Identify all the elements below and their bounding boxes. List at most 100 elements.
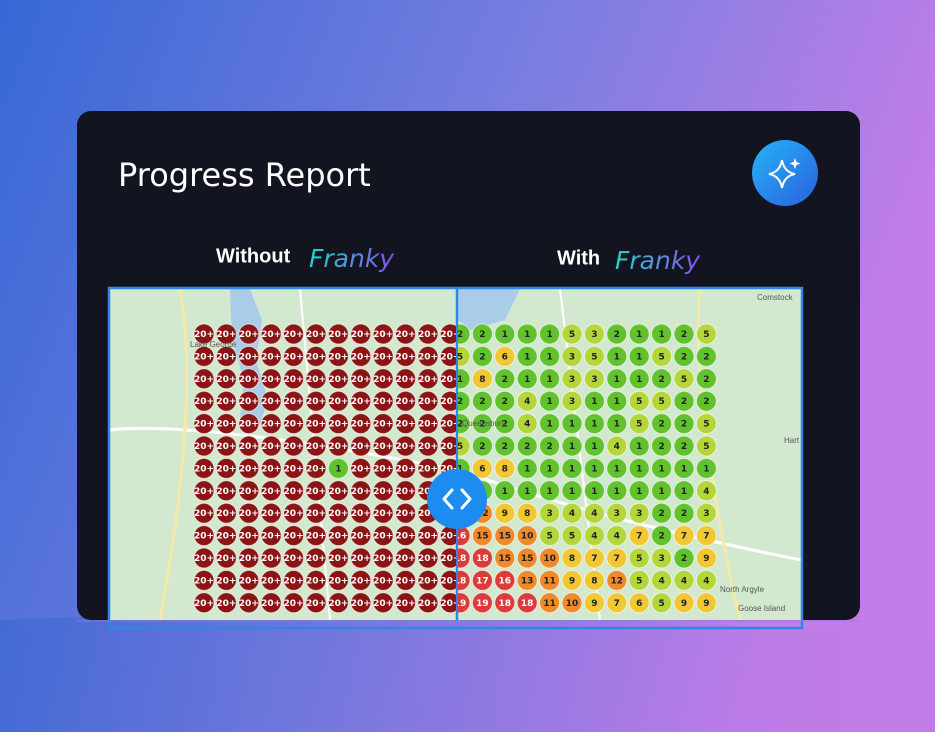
rank-pin — [561, 413, 583, 435]
rank-pin — [350, 368, 372, 390]
rank-pin-value: 20+ — [194, 599, 214, 609]
rank-pin-value: 2 — [658, 375, 664, 385]
rank-pin — [471, 457, 493, 479]
rank-pin-value: 1 — [569, 464, 575, 474]
rank-pin — [651, 547, 673, 569]
rank-pin-value: 20+ — [328, 352, 348, 362]
rank-pin — [305, 592, 327, 614]
rank-pin-value: 20+ — [440, 352, 460, 362]
rank-pin-value: 20+ — [306, 442, 326, 452]
rank-pin-value: 8 — [502, 464, 508, 474]
rank-pin-value: 1 — [524, 375, 530, 385]
rank-pin-value: 20+ — [351, 576, 371, 586]
rank-pin-value: 2 — [681, 554, 687, 564]
rank-pin-value: 3 — [636, 509, 642, 519]
rank-pin — [305, 413, 327, 435]
rank-pin-value: 20+ — [194, 397, 214, 407]
rank-pin — [471, 390, 493, 412]
rank-pin-value: 1 — [636, 352, 642, 362]
rank-pin — [695, 569, 717, 591]
rank-pin-value: 20+ — [440, 464, 460, 474]
rank-pin-value: 20+ — [306, 464, 326, 474]
rank-pin — [606, 525, 628, 547]
rank-pin — [651, 435, 673, 457]
rank-pin — [395, 480, 417, 502]
rank-pin — [283, 525, 305, 547]
rank-pin — [471, 547, 493, 569]
rank-pin-value: 20+ — [328, 576, 348, 586]
rank-pin-value: 1 — [614, 420, 620, 430]
ai-button[interactable] — [752, 140, 818, 206]
rank-pin-value: 20+ — [418, 442, 438, 452]
rank-pin-value: 20+ — [306, 509, 326, 519]
rank-pin-value: 1 — [681, 487, 687, 497]
rank-pin-value: 20+ — [306, 554, 326, 564]
rank-pin-value: 1 — [591, 487, 597, 497]
rank-pin — [561, 457, 583, 479]
rank-pin-value: 20+ — [440, 330, 460, 340]
rank-pin — [651, 323, 673, 345]
rank-pin — [417, 435, 439, 457]
rank-pin — [651, 390, 673, 412]
rank-pin-value: 5 — [457, 442, 463, 452]
rank-pin — [283, 323, 305, 345]
rank-pin-value: 20+ — [351, 330, 371, 340]
rank-pin — [305, 480, 327, 502]
rank-pin-value: 5 — [636, 576, 642, 586]
split-handle-circle[interactable] — [427, 469, 487, 529]
rank-pin-value: 20+ — [351, 554, 371, 564]
rank-pin — [561, 592, 583, 614]
map-labels: Lake George Queensbury Comstock Hart North A… — [190, 293, 800, 613]
rank-pin-value: 5 — [591, 352, 597, 362]
rank-pin — [327, 525, 349, 547]
rank-pin-value: 2 — [457, 420, 463, 430]
rank-pin-value: 2 — [658, 509, 664, 519]
rank-pin — [539, 480, 561, 502]
rank-pin-value: 5 — [681, 375, 687, 385]
rank-pin — [539, 457, 561, 479]
rank-pin-value: 17 — [476, 576, 489, 586]
rank-pin — [238, 480, 260, 502]
rank-pin — [583, 592, 605, 614]
rank-pin — [305, 435, 327, 457]
rank-pin-value: 20+ — [373, 397, 393, 407]
split-handle[interactable] — [427, 469, 487, 529]
ai-button-circle[interactable] — [752, 140, 818, 206]
rank-pin — [193, 569, 215, 591]
rank-pin-value: 9 — [703, 599, 709, 609]
rank-pin-value: 20+ — [284, 487, 304, 497]
rank-pin-value: 19 — [454, 599, 467, 609]
rank-pin-value: 20+ — [396, 375, 416, 385]
rank-pin — [372, 435, 394, 457]
rank-pin-value: 5 — [703, 420, 709, 430]
rank-pin — [471, 323, 493, 345]
rank-pin — [651, 502, 673, 524]
rank-pin — [651, 480, 673, 502]
rank-pin — [539, 547, 561, 569]
rank-pin-value: 20+ — [194, 509, 214, 519]
rank-pin — [215, 502, 237, 524]
rank-pin-value: 5 — [658, 352, 664, 362]
before-label: Without — [216, 245, 291, 267]
rank-pin — [193, 413, 215, 435]
rank-pin — [606, 413, 628, 435]
rank-pin — [260, 368, 282, 390]
rank-pin — [327, 592, 349, 614]
rank-pin-value: 2 — [457, 397, 463, 407]
rank-pin-value: 4 — [703, 487, 709, 497]
rank-pin — [215, 569, 237, 591]
rank-pin-value: 20+ — [440, 554, 460, 564]
rank-pin — [583, 457, 605, 479]
rank-pin — [628, 390, 650, 412]
rank-pin — [695, 345, 717, 367]
rank-pin-value: 4 — [524, 420, 530, 430]
rank-pin-value: 2 — [658, 532, 664, 542]
rank-pin — [561, 547, 583, 569]
rank-pin — [651, 525, 673, 547]
rank-pin — [471, 569, 493, 591]
rank-pin — [539, 569, 561, 591]
rank-pin — [583, 368, 605, 390]
rank-pin-value: 20+ — [261, 420, 281, 430]
rank-pin-value: 6 — [479, 464, 485, 474]
